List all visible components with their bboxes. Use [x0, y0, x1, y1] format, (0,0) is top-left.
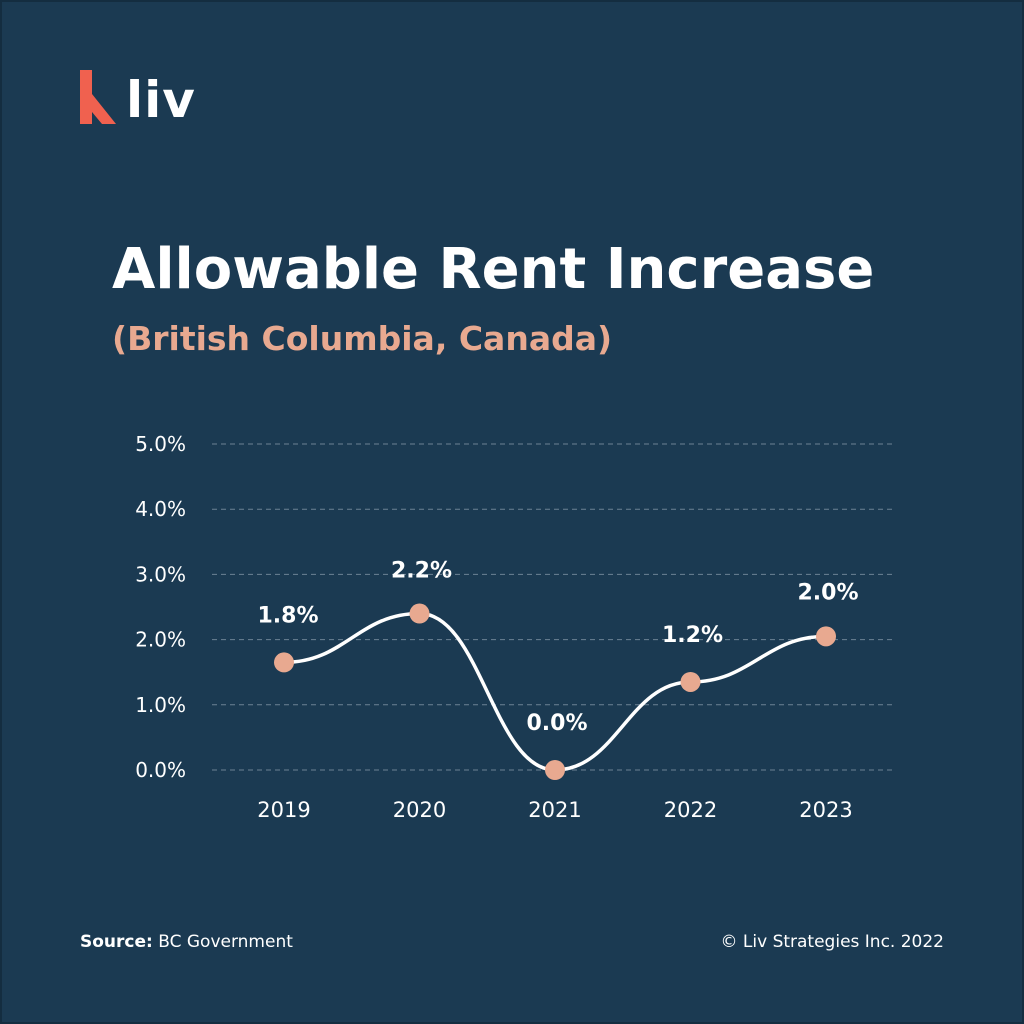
x-tick-label: 2021 — [528, 798, 581, 822]
data-labels: 1.8% 2.2% 0.0% 1.2% 2.0% — [257, 559, 858, 736]
data-point — [274, 652, 294, 673]
source-label: Source: — [80, 932, 153, 952]
y-tick-label: 2.0% — [135, 628, 186, 652]
liv-logo-icon — [80, 70, 116, 124]
y-tick-label: 0.0% — [135, 758, 186, 782]
data-label: 2.0% — [797, 580, 858, 605]
y-tick-label: 1.0% — [135, 693, 186, 717]
y-tick-label: 4.0% — [135, 497, 186, 521]
y-axis-ticks: 0.0% 1.0% 2.0% 3.0% 4.0% 5.0% — [135, 432, 186, 782]
data-point — [409, 603, 430, 624]
chart-gridlines — [212, 443, 895, 771]
source-note: Source: BC Government — [80, 930, 293, 954]
x-tick-label: 2020 — [393, 798, 446, 822]
brand-logo: liv — [80, 70, 200, 130]
data-label: 1.2% — [662, 623, 723, 648]
chart-title: Allowable Rent Increase — [112, 237, 875, 302]
data-label: 2.2% — [391, 559, 452, 584]
data-point — [545, 760, 565, 780]
data-point — [680, 671, 701, 692]
x-tick-label: 2023 — [799, 798, 852, 822]
x-tick-label: 2022 — [664, 798, 717, 822]
data-label: 1.8% — [257, 603, 318, 628]
brand-name: liv — [126, 71, 196, 129]
series-line — [282, 611, 828, 772]
series-line-layer — [282, 611, 828, 772]
chart-subtitle: (British Columbia, Canada) — [112, 319, 613, 358]
copyright-note: © Liv Strategies Inc. 2022 — [720, 932, 945, 952]
data-label: 0.0% — [526, 711, 587, 736]
source-value: BC Government — [158, 932, 293, 952]
y-tick-label: 3.0% — [135, 562, 186, 586]
x-tick-label: 2019 — [257, 798, 310, 822]
data-point — [816, 626, 836, 647]
data-points — [274, 603, 836, 780]
y-tick-label: 5.0% — [135, 432, 186, 456]
x-axis-ticks: 2019 2020 2021 2022 2023 — [257, 798, 852, 822]
